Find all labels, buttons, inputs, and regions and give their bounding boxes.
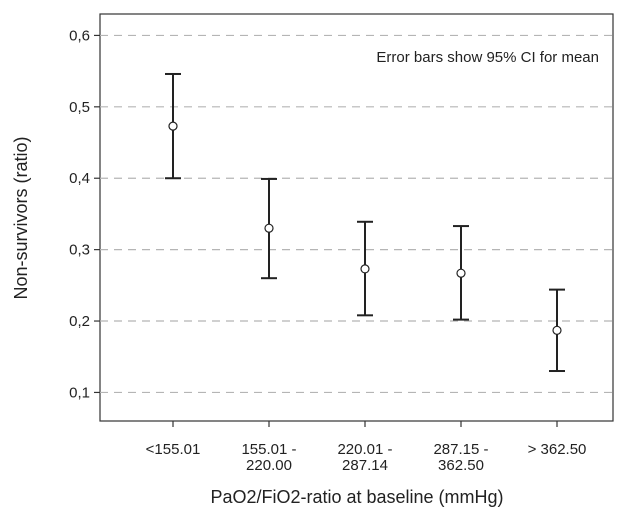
y-tick-label: 0,2 xyxy=(69,313,90,330)
x-tick-label: 155.01 - xyxy=(241,441,296,458)
x-tick-label: 362.50 xyxy=(438,457,484,474)
y-axis: 0,1 0,2 0,3 0,4 0,5 0,6 xyxy=(69,27,100,401)
x-tick-label: 220.00 xyxy=(246,457,292,474)
error-bars xyxy=(165,72,565,373)
y-axis-title: Non-survivors (ratio) xyxy=(11,136,31,299)
y-tick-label: 0,3 xyxy=(69,242,90,259)
y-tick-label: 0,5 xyxy=(69,99,90,116)
mean-point xyxy=(456,268,466,278)
gridlines xyxy=(100,34,613,394)
mean-point xyxy=(264,223,274,233)
x-tick-label: 287.15 - xyxy=(433,441,488,458)
x-tick-label: <155.01 xyxy=(146,441,201,458)
y-tick-label: 0,4 xyxy=(69,170,90,187)
mean-point xyxy=(552,325,562,335)
ci-annotation: Error bars show 95% CI for mean xyxy=(376,49,599,66)
mean-point xyxy=(168,121,178,131)
x-tick-label: > 362.50 xyxy=(528,441,587,458)
x-tick-label: 220.01 - xyxy=(337,441,392,458)
x-axis-title: PaO2/FiO2-ratio at baseline (mmHg) xyxy=(210,487,503,507)
y-tick-label: 0,1 xyxy=(69,384,90,401)
plot-frame xyxy=(99,13,614,422)
x-axis: <155.01 155.01 -220.00 220.01 -287.14 287.1… xyxy=(146,421,587,474)
mean-point xyxy=(360,264,370,274)
x-tick-label: 287.14 xyxy=(342,457,388,474)
y-tick-label: 0,6 xyxy=(69,27,90,44)
